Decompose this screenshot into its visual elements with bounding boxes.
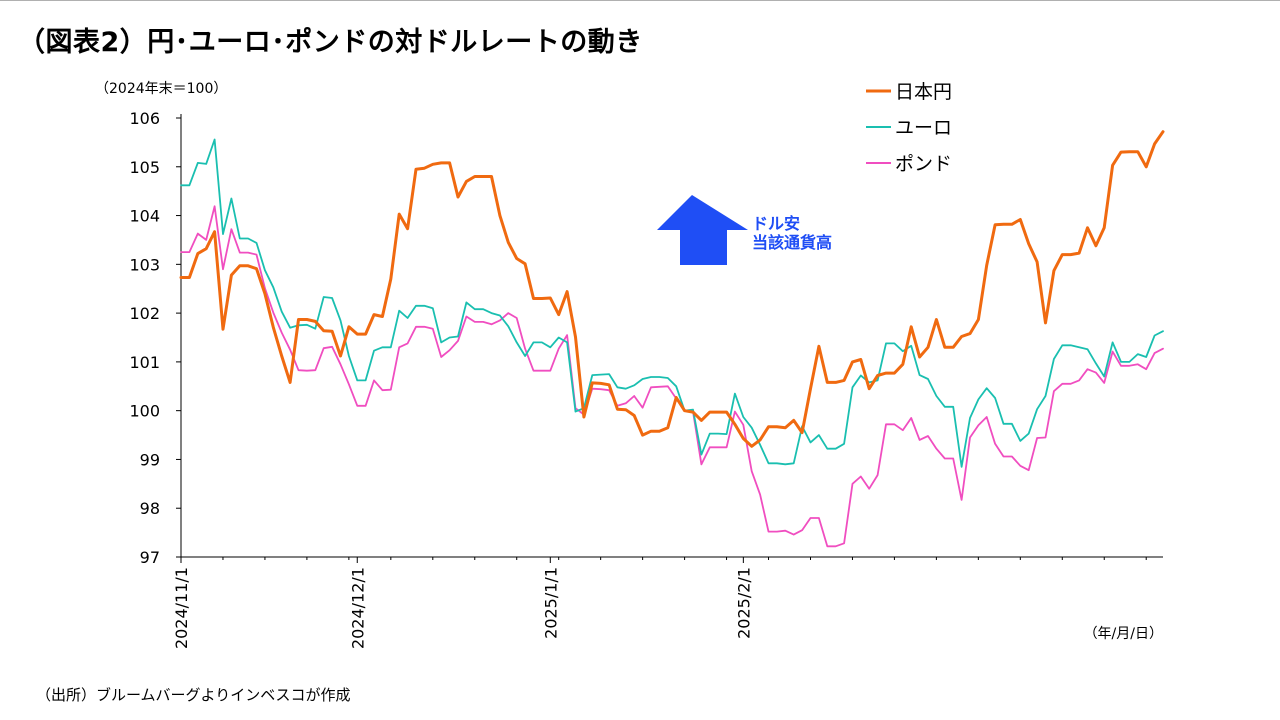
x-tick-label: 2024/11/1	[172, 567, 191, 649]
y-tick-label: 102	[129, 304, 160, 323]
x-tick-label: 2025/2/1	[734, 567, 753, 639]
y-tick-label: 97	[140, 548, 160, 567]
axes: 97 98 99 100 101 102 103 104 105 106 2024/11/1 2024…	[95, 81, 1163, 649]
y-tick-label: 100	[129, 402, 160, 421]
annotation-line2: 当該通貨高	[752, 233, 832, 252]
legend-label: ユーロ	[895, 117, 952, 139]
y-tick-label: 99	[140, 450, 160, 469]
y-tick-label: 101	[129, 353, 160, 372]
legend-label: 日本円	[895, 81, 952, 103]
up-arrow-icon	[657, 195, 748, 265]
source-note: （出所）ブルームバーグよりインベスコが作成	[36, 686, 351, 704]
y-tick-label: 106	[129, 109, 160, 128]
y-tick-label: 105	[129, 158, 160, 177]
chart-title: （図表2）円･ユーロ･ポンドの対ドルレートの動き	[18, 27, 643, 58]
series-line-2	[180, 205, 1164, 548]
x-tick-label: 2024/12/1	[348, 567, 367, 649]
x-unit-note: （年/月/日）	[1084, 626, 1163, 642]
annotation-line1: ドル安	[752, 214, 800, 233]
top-rule	[0, 0, 1280, 1]
y-unit-note: （2024年末＝100）	[95, 81, 227, 97]
y-tick-label: 103	[129, 255, 160, 274]
series-line-0	[179, 130, 1165, 448]
y-tick-label: 98	[140, 499, 160, 518]
plot-lines	[179, 130, 1165, 548]
legend-label: ポンド	[895, 153, 952, 175]
y-tick-label: 104	[129, 207, 160, 226]
x-tick-label: 2025/1/1	[541, 567, 560, 639]
